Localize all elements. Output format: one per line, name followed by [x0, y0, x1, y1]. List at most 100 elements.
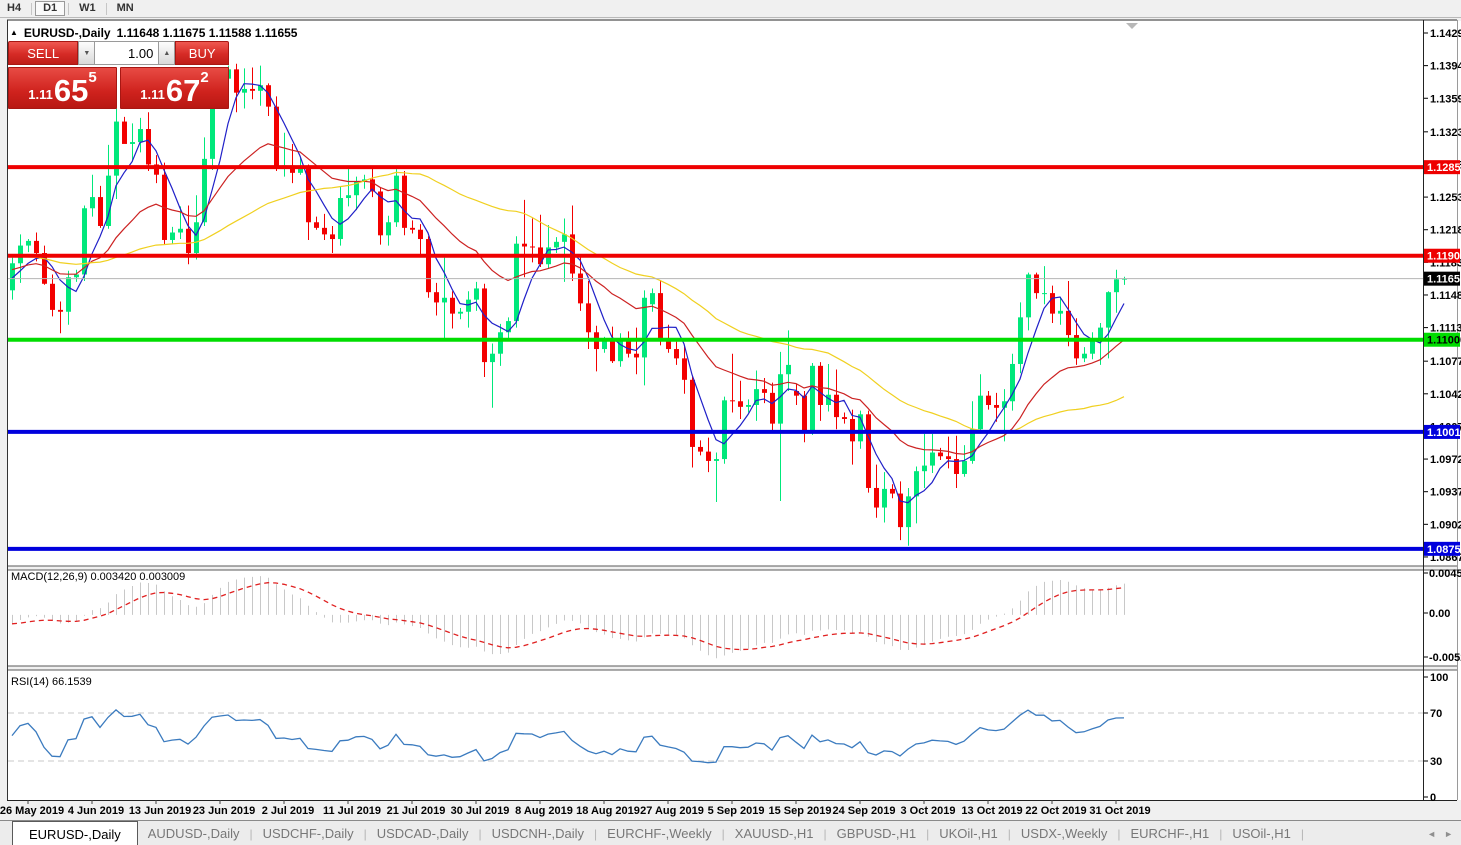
chart-tab[interactable]: USDCNH-,Daily: [491, 826, 585, 841]
time-axis[interactable]: 26 May 2019 4 Jun 2019 13 Jun 2019 23 Jun 2…: [0, 800, 1151, 817]
chart-tab[interactable]: GBPUSD-,H1: [836, 826, 917, 841]
macd-axis-label: 0.00: [1429, 608, 1450, 620]
chart-tab[interactable]: USDCHF-,Daily: [262, 826, 354, 841]
candle-body: [978, 395, 983, 430]
chart-tab[interactable]: EURCHF-,Weekly: [607, 826, 712, 841]
price-axis[interactable]: 1.142901.139401.135901.132301.128801.125…: [1424, 28, 1461, 564]
chart-shift-marker-icon[interactable]: [1126, 23, 1138, 29]
tab-separator: |: [721, 826, 725, 841]
toolbar-separator: [68, 2, 70, 15]
candle-body: [554, 241, 559, 248]
collapse-panel-icon[interactable]: ▲: [10, 27, 18, 37]
candle-body: [122, 121, 127, 144]
candle-body: [434, 292, 439, 303]
time-axis-label: 4 Jun 2019: [68, 805, 124, 817]
timeframe-button-w1[interactable]: W1: [79, 2, 96, 14]
tab-separator: |: [1007, 826, 1011, 841]
candle-body: [562, 234, 567, 242]
candle-body: [50, 283, 55, 310]
candle-body: [1090, 339, 1095, 354]
price-axis-label: 1.10770: [1430, 356, 1461, 368]
volume-input[interactable]: [95, 41, 159, 65]
tab-separator: |: [1117, 826, 1121, 841]
price-axis-label: 1.10420: [1430, 389, 1461, 401]
timeframe-button-mn[interactable]: MN: [116, 2, 134, 14]
candle-body: [34, 240, 39, 254]
time-axis-label: 22 Oct 2019: [1025, 805, 1086, 817]
candle-body: [1058, 310, 1063, 314]
candle-body: [962, 460, 967, 474]
price-axis-label: 1.09020: [1430, 519, 1461, 531]
rsi-axis-label: 0: [1430, 792, 1436, 804]
chart-tab[interactable]: AUDUSD-,Daily: [147, 826, 240, 841]
time-axis-label: 13 Oct 2019: [961, 805, 1022, 817]
candle-body: [602, 339, 607, 350]
candle-body: [674, 349, 679, 359]
candle-body: [330, 234, 335, 240]
sell-button[interactable]: SELL: [8, 41, 79, 65]
chart-tab[interactable]: USDCAD-,Daily: [376, 826, 469, 841]
current-price-badge: [1424, 271, 1460, 286]
candle-body: [1042, 293, 1047, 295]
time-axis-label: 27 Aug 2019: [640, 805, 704, 817]
indicator-axes: 0.004536 0.00 -0.005205 100 70 30 0: [1424, 568, 1461, 804]
price-chart-svg[interactable]: 1.142901.139401.135901.132301.128801.125…: [0, 19, 1461, 818]
candle-body: [234, 69, 239, 93]
tabs-scroll-right-icon[interactable]: ►: [1444, 828, 1453, 839]
tabs-scroll-left-icon[interactable]: ◄: [1427, 828, 1437, 839]
sell-price-pip: 5: [88, 69, 97, 86]
candle-body: [178, 228, 183, 233]
chart-tab[interactable]: EURCHF-,H1: [1130, 826, 1210, 841]
candle-body: [1002, 401, 1007, 408]
macd-axis-label: 0.004536: [1429, 568, 1461, 580]
candle-body: [146, 129, 151, 165]
timeframe-toolbar: H4 D1 W1 MN: [0, 0, 1461, 18]
chart-tab[interactable]: EURUSD-,Daily: [12, 821, 138, 845]
candle-body: [402, 175, 407, 228]
buy-price-button[interactable]: 1.11 67 2: [120, 67, 229, 109]
time-axis-label: 3 Oct 2019: [900, 805, 955, 817]
time-axis-label: 8 Aug 2019: [515, 805, 573, 817]
candle-body: [1082, 353, 1087, 359]
candle-body: [1050, 293, 1055, 314]
candle-body: [626, 339, 631, 354]
chart-tab[interactable]: UKOil-,H1: [939, 826, 998, 841]
candle-body: [890, 488, 895, 494]
candle-body: [786, 364, 791, 375]
candle-body: [106, 175, 111, 226]
candle-body: [618, 339, 623, 362]
indicator-labels: MACD(12,26,9) 0.003420 0.003009 RSI(14) 6…: [11, 571, 185, 688]
chart-tab[interactable]: USOil-,H1: [1232, 826, 1291, 841]
level-price-badge: [1424, 541, 1460, 556]
sell-price-button[interactable]: 1.11 65 5: [8, 67, 117, 109]
macd-signal-line: [11, 582, 1125, 651]
price-axis-label: 1.12530: [1430, 192, 1461, 204]
candle-body: [410, 227, 415, 230]
chart-tab[interactable]: USDX-,Weekly: [1020, 826, 1108, 841]
candle-body: [802, 395, 807, 431]
chart-tab[interactable]: XAUUSD-,H1: [734, 826, 814, 841]
candle-body: [482, 288, 487, 363]
candle-body: [690, 379, 695, 447]
candle-body: [634, 353, 639, 358]
level-lines-layer[interactable]: [8, 165, 1423, 551]
ma-line-ema20: [11, 143, 1125, 455]
rsi-axis-label: 30: [1430, 756, 1442, 768]
buy-button[interactable]: BUY: [175, 41, 229, 65]
volume-decrease-icon[interactable]: ▼: [78, 41, 96, 65]
candle-body: [170, 232, 175, 240]
candle-body: [338, 198, 343, 240]
timeframe-button-d1[interactable]: D1: [35, 1, 66, 16]
macd-label: MACD(12,26,9) 0.003420 0.003009: [11, 571, 185, 583]
candle-body: [418, 229, 423, 240]
chart-title: ▲ EURUSD-,Daily 1.11648 1.11675 1.11588 …: [10, 26, 297, 40]
candle-body: [498, 332, 503, 354]
timeframe-button-h4[interactable]: H4: [7, 2, 22, 14]
candle-body: [154, 164, 159, 175]
tab-separator: |: [1219, 826, 1223, 841]
volume-increase-icon[interactable]: ▲: [158, 41, 176, 65]
chart-symbol-label: EURUSD-,Daily: [23, 26, 111, 40]
